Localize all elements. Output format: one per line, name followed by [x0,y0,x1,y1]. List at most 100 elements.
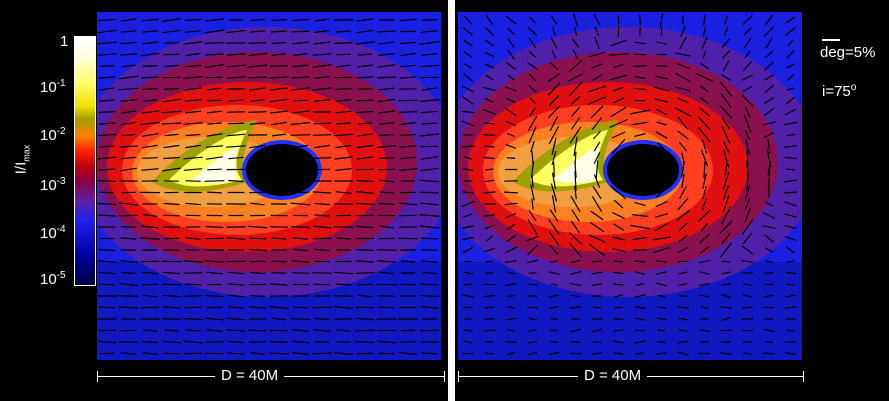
polarization-vector [786,63,795,69]
polarization-vector [634,201,646,207]
polarization-vector [653,86,670,92]
polarization-vector [592,306,602,309]
polarization-vector [206,133,223,137]
polarization-vector [507,306,515,309]
polarization-vector [787,39,794,47]
polarization-vector [764,259,774,264]
polarization-vector [142,271,158,275]
polarization-vector [588,51,606,58]
polarization-vector [610,39,627,47]
polarization-vector [248,237,267,240]
polarization-vector [655,187,668,198]
polarization-vector [356,317,374,321]
polarization-vector [462,96,474,105]
polarization-vector [742,294,753,298]
polarization-vector [527,351,538,356]
polarization-vector [742,14,753,26]
polarization-vector [141,30,159,33]
polarization-vector [484,39,495,47]
polarization-vector [377,64,396,68]
polarization-vector [164,64,179,68]
polarization-vector [590,105,604,119]
polarization-vector [118,202,139,206]
polarization-vector [183,340,203,344]
polarization-vector [764,201,774,207]
polarization-vector [528,317,537,321]
polarization-vector [570,220,581,234]
polarization-vector [550,15,558,25]
polarization-vector [205,294,224,298]
polarization-vector [184,64,202,68]
polarization-vector [506,271,516,275]
polarization-vector [741,260,754,263]
polarization-vector [571,209,580,222]
polarization-vector [784,225,797,229]
polarization-vector [656,142,667,151]
polarization-vector [97,260,117,263]
polarization-vector [764,234,774,243]
polarization-vector [784,236,797,241]
polarization-vector [595,160,599,179]
polarization-vector [634,294,646,298]
polarization-vector [744,183,751,202]
polarization-vector [271,317,287,321]
polarization-vector [120,237,137,240]
polarization-vector [140,121,160,126]
polarization-vector [335,99,352,102]
polarization-vector [462,271,474,275]
polarization-vector [742,306,753,309]
polarization-vector [507,351,515,356]
polarization-vector [633,87,647,91]
polarization-vector [699,97,710,104]
polarization-vector [549,61,559,71]
polarization-vector [272,133,286,137]
polarization-vector [336,237,351,240]
polarization-vector [312,157,332,159]
polarization-vector [98,18,116,22]
polarization-vector [587,96,607,105]
polarization-vector [269,98,289,103]
polarization-vector [420,283,439,286]
polarization-vector [118,306,139,309]
polarization-vector [98,76,116,79]
polarization-vector [119,214,138,217]
polarization-vector [399,121,417,126]
polarization-vector [678,283,688,286]
polarization-vector [226,329,246,332]
polarization-vector [722,195,730,213]
polarization-vector [335,110,352,114]
polarization-vector [765,37,773,49]
polarization-vector [121,121,136,126]
polarization-vector [205,53,224,56]
polarization-vector [702,186,707,199]
polarization-vector [678,317,688,321]
polarization-vector [249,260,266,263]
polarization-vector [226,29,246,34]
polarization-vector [270,65,288,67]
polarization-vector [550,260,558,263]
polarization-vector [164,42,179,44]
polarization-vector [226,237,246,240]
polarization-vector [226,64,246,68]
polarization-vector [204,180,225,182]
polarization-vector [655,200,668,208]
polarization-vector [592,185,602,200]
polarization-vector [356,144,374,149]
polarization-vector [314,317,330,321]
polarization-vector [482,108,497,116]
polarization-vector [183,317,203,321]
polarization-vector [656,317,667,321]
polarization-vector [118,295,139,297]
polarization-vector [462,294,474,298]
polarization-vector [612,97,625,104]
polarization-vector [227,294,245,298]
polarization-vector [592,74,602,81]
polarization-vector [226,53,246,56]
polarization-vector [119,282,138,287]
polarization-vector [162,306,181,309]
polarization-vector [551,50,557,59]
polarization-vector [681,161,685,178]
polarization-vector [463,73,473,82]
polarization-vector [569,242,582,258]
